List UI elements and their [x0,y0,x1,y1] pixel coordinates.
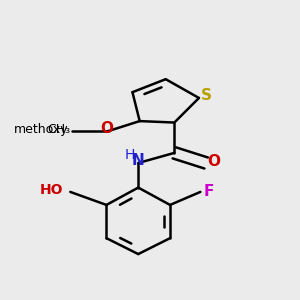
Text: CH₃: CH₃ [47,123,70,136]
Text: O: O [207,154,220,169]
Text: S: S [201,88,212,103]
Text: F: F [203,184,214,199]
Text: H: H [124,148,135,162]
Text: N: N [132,153,145,168]
Text: O: O [100,121,113,136]
Text: methoxy: methoxy [14,123,69,136]
Text: HO: HO [40,184,63,197]
